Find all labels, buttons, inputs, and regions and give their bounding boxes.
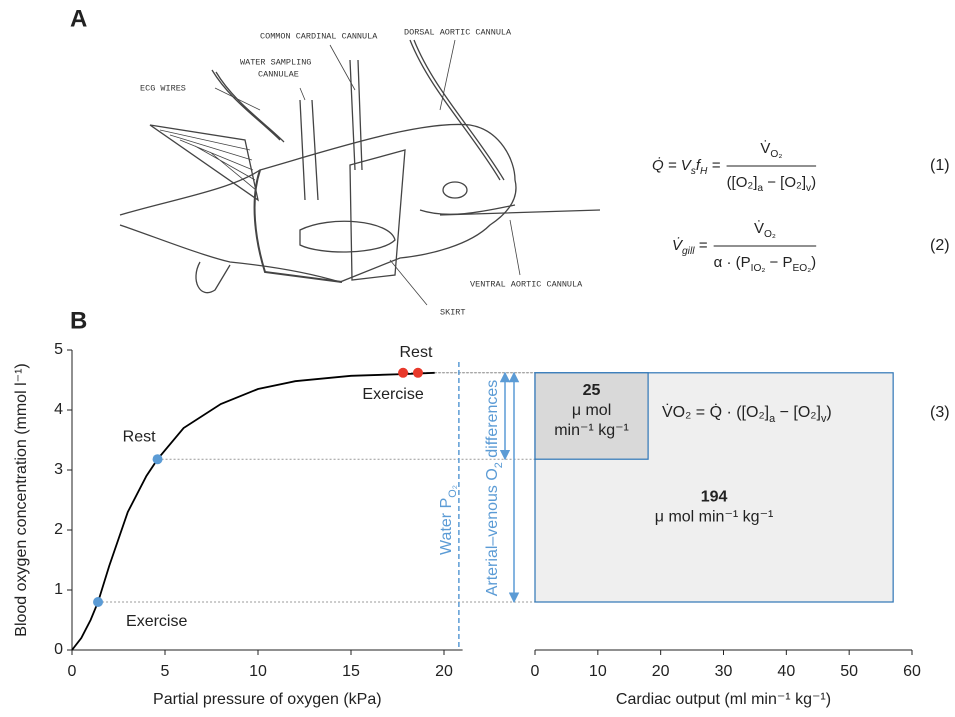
data-point [398, 368, 408, 378]
equation-lhs: V̇gill = [672, 237, 708, 257]
difference-label: Arterial–venous O2 differences [484, 380, 505, 597]
equation-denominator: ([O₂]a − [O₂]v) [727, 174, 817, 194]
fish-drawing [120, 40, 600, 305]
x-tick-label: 10 [589, 663, 607, 680]
drawing-label: DORSAL AORTIC CANNULA [404, 27, 512, 37]
text-part: O₂ [447, 485, 459, 498]
text-part: IO₂ [751, 263, 766, 274]
x-tick-label: 5 [161, 663, 170, 680]
equation-number: (2) [930, 237, 950, 254]
x-tick-label: 20 [435, 663, 453, 680]
curve [72, 373, 435, 650]
box-value: 25 [583, 382, 601, 399]
point-label: Exercise [126, 613, 187, 630]
figure: A B ECG WIRES WATER SAMPLING CANNULAE COMMO… [0, 0, 955, 717]
text-part: gill [682, 246, 695, 257]
y-tick-label: 5 [54, 341, 63, 358]
panel-label: B [70, 307, 87, 334]
x-tick-label: 10 [249, 663, 267, 680]
text-part: EO₂ [792, 263, 811, 274]
drawing-label: CANNULAE [258, 69, 299, 79]
text-part: V̇ [760, 140, 770, 157]
equation-number: (3) [930, 404, 950, 421]
data-point [93, 597, 103, 607]
text-part: ) [811, 254, 816, 271]
point-label: Rest [123, 428, 156, 445]
text-part: ) [811, 174, 816, 191]
x-tick-label: 0 [68, 663, 77, 680]
equation-denominator: α · (PIO₂ − PEO₂) [714, 254, 817, 274]
drawing-label: COMMON CARDINAL CANNULA [260, 31, 378, 41]
text-part: Q̇ = V [652, 157, 693, 174]
x-tick-label: 60 [903, 663, 921, 680]
drawing-label: SKIRT [440, 307, 466, 317]
box-unit: min⁻¹ kg⁻¹ [554, 422, 629, 439]
text-part: O₂ [764, 229, 776, 240]
y-tick-label: 0 [54, 641, 63, 658]
y-axis-label: Blood oxygen concentration (mmol l⁻¹) [13, 363, 30, 636]
text-part: = [694, 237, 707, 254]
text-part: = [707, 157, 720, 174]
box-value: 194 [701, 489, 728, 506]
text-part: differences [484, 380, 501, 462]
text-part: ) [826, 404, 831, 421]
panel-label: A [70, 5, 87, 32]
y-tick-label: 4 [54, 401, 63, 418]
box-unit: μ mol min⁻¹ kg⁻¹ [655, 509, 774, 526]
text-part: Arterial–venous O [484, 468, 501, 596]
y-tick-label: 3 [54, 461, 63, 478]
drawing-label: ECG WIRES [140, 83, 186, 93]
text-part: V̇O₂ = Q̇ · ([O₂] [662, 403, 769, 421]
text-part: − [O₂] [775, 404, 821, 421]
drawing-label: WATER SAMPLING [240, 57, 311, 67]
text-part: ([O₂] [727, 174, 758, 191]
text-part: V̇ [754, 220, 764, 237]
drawing-label: VENTRAL AORTIC CANNULA [470, 279, 583, 289]
x-tick-label: 20 [652, 663, 670, 680]
x-axis-label: Cardiac output (ml min⁻¹ kg⁻¹) [616, 691, 831, 708]
point-label: Exercise [362, 386, 423, 403]
text-part: − [O₂] [763, 174, 806, 191]
equation-lhs: Q̇ = VsfH = [652, 157, 721, 177]
x-axis-label: Partial pressure of oxygen (kPa) [153, 691, 382, 708]
text-part: − P [765, 254, 792, 271]
data-point [413, 368, 423, 378]
equation-numerator: V̇O₂ [754, 220, 776, 240]
x-tick-label: 0 [531, 663, 540, 680]
equation-numerator: V̇O₂ [760, 140, 782, 160]
y-tick-label: 2 [54, 521, 63, 538]
x-tick-label: 30 [715, 663, 733, 680]
water-po2-label: Water PO₂ [438, 485, 459, 555]
text-part: Water P [438, 498, 455, 555]
box-unit: μ mol [572, 402, 611, 419]
page: {"panel_a": {"label": "A", "drawing_labe… [0, 0, 955, 717]
point-label: Rest [400, 344, 433, 361]
equation-number: (1) [930, 157, 950, 174]
y-tick-label: 1 [54, 581, 63, 598]
text-part: α · (P [714, 254, 751, 271]
x-tick-label: 15 [342, 663, 360, 680]
text-part: O₂ [770, 149, 782, 160]
x-tick-label: 50 [840, 663, 858, 680]
x-tick-label: 40 [777, 663, 795, 680]
data-point [153, 454, 163, 464]
